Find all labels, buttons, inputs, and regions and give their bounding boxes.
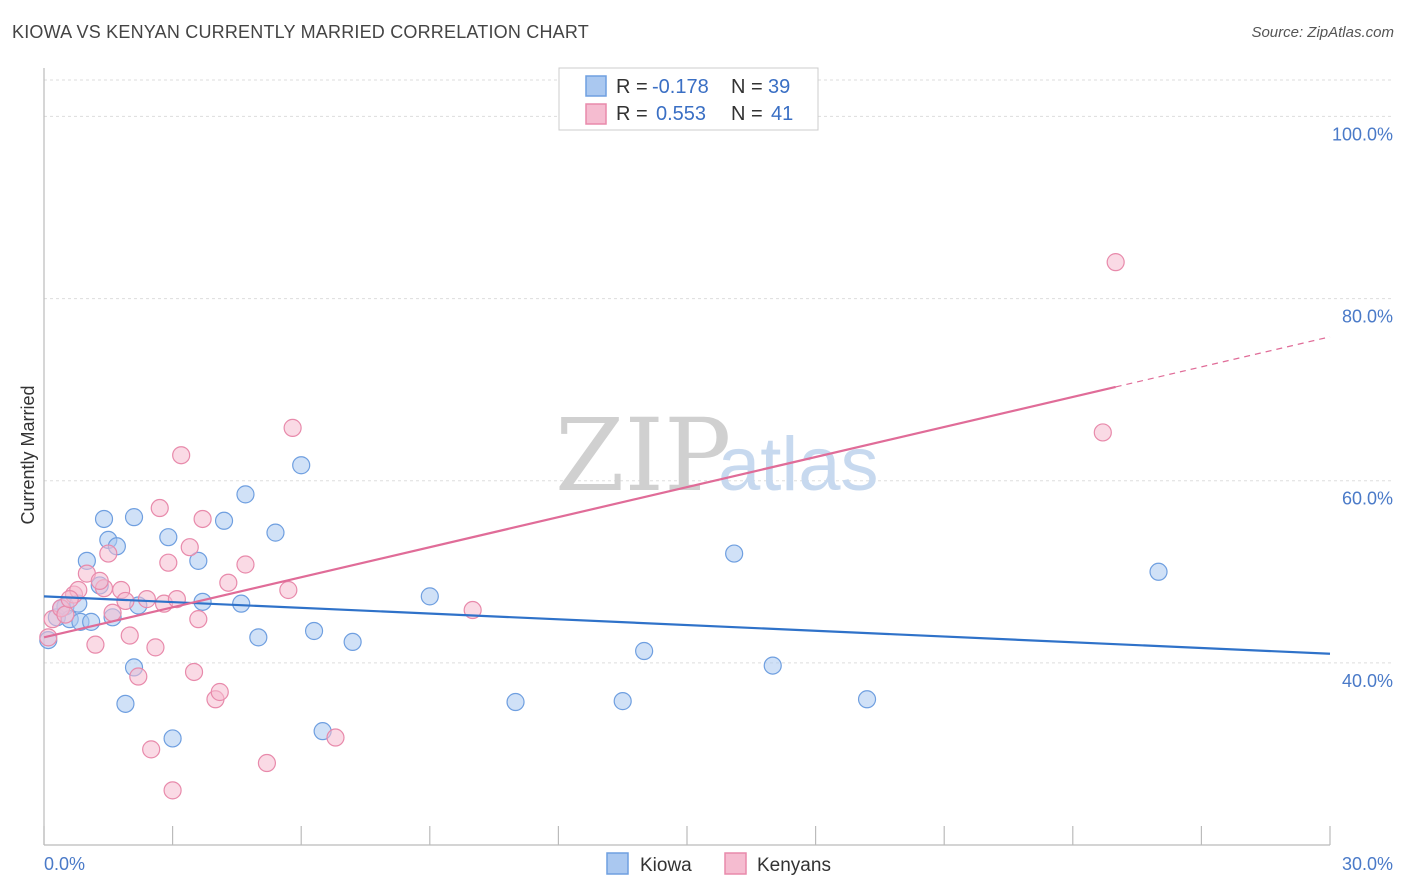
chart-title: KIOWA VS KENYAN CURRENTLY MARRIED CORREL… (12, 22, 589, 42)
source-credit: Source: ZipAtlas.com (1251, 24, 1394, 41)
legend-swatch-kiowa (585, 75, 607, 97)
kiowa-point-24 (292, 456, 311, 475)
kiowa-point-31 (635, 641, 654, 661)
bottom-legend-swatch-kenyans (724, 852, 747, 875)
kiowa-point-16 (159, 528, 178, 547)
legend-r-label-kiowa: R = (616, 76, 648, 98)
kenyan-point-17 (146, 638, 165, 657)
kiowa-point-20 (232, 594, 251, 613)
legend-r-value-kenyans: 0.553 (656, 103, 706, 125)
trend-line-kiowa (43, 595, 1331, 655)
kenyan-point-37 (1093, 423, 1112, 442)
kenyan-point-39 (90, 571, 109, 590)
kenyan-point-26 (189, 610, 208, 629)
kiowa-point-37 (116, 694, 135, 713)
kiowa-point-9 (94, 509, 114, 529)
kenyan-point-3 (56, 605, 75, 624)
kiowa-point-26 (304, 621, 324, 641)
kenyan-point-18 (150, 498, 169, 518)
y-tick-label-0: 40.0% (1342, 671, 1393, 691)
y-tick-label-3: 100.0% (1332, 124, 1393, 144)
kiowa-point-32 (725, 544, 744, 563)
kenyan-point-16 (142, 740, 161, 759)
kenyan-point-32 (257, 753, 277, 773)
kenyan-point-23 (172, 446, 191, 465)
kiowa-point-13 (124, 508, 144, 527)
watermark-atlas: atlas (718, 422, 879, 507)
y-tick-label-1: 60.0% (1342, 489, 1393, 509)
kenyan-point-21 (163, 781, 182, 800)
y-tick-labels: 40.0% 60.0% 80.0% 100.0% (1332, 124, 1393, 690)
legend-swatch-kenyans (585, 103, 607, 125)
kenyan-point-34 (283, 418, 302, 437)
kiowa-point-23 (266, 523, 285, 542)
watermark-zip: ZIP (555, 397, 731, 514)
kiowa-point-21 (236, 485, 255, 504)
kiowa-point-19 (214, 511, 234, 530)
kiowa-point-28 (420, 587, 439, 606)
kenyan-point-7 (86, 635, 105, 654)
legend-r-value-kiowa: -0.178 (652, 76, 709, 98)
x-tick-label-0: 0.0% (44, 854, 85, 874)
kenyan-point-35 (326, 728, 345, 747)
kenyan-point-33 (279, 580, 298, 600)
kiowa-point-17 (189, 551, 208, 570)
kenyan-point-25 (184, 662, 204, 682)
kenyan-point-14 (129, 667, 148, 686)
legend-r-label-kenyans: R = (616, 103, 648, 125)
kiowa-point-22 (249, 628, 268, 647)
kiowa-point-33 (763, 656, 782, 675)
kiowa-point-30 (613, 692, 632, 711)
bottom-legend-label-kiowa: Kiowa (640, 855, 692, 876)
bottom-legend-label-kenyans: Kenyans (757, 855, 831, 876)
y-axis-label: Currently Married (18, 385, 38, 524)
kenyan-point-38 (1106, 253, 1125, 272)
kenyan-point-24 (180, 538, 199, 557)
bottom-legend: Kiowa Kenyans (606, 852, 831, 876)
legend-n-label-kiowa: N = (731, 76, 763, 98)
x-tick-labels: 0.0% 30.0% (44, 854, 1393, 874)
y-tick-label-2: 80.0% (1342, 307, 1393, 327)
axes (43, 68, 1331, 846)
watermark: ZIP atlas (555, 397, 879, 514)
kiowa-point-36 (163, 729, 182, 748)
trend-line-kenyans (43, 385, 1116, 639)
legend-n-label-kenyans: N = (731, 103, 763, 125)
kenyan-point-31 (236, 555, 255, 574)
kiowa-point-27 (343, 632, 362, 652)
kenyan-point-9 (99, 544, 118, 563)
kiowa-point-34 (857, 690, 877, 709)
points-kenyans (39, 253, 1125, 800)
legend-n-value-kiowa: 39 (768, 76, 790, 98)
trend-lines (43, 336, 1331, 655)
kenyan-point-30 (219, 573, 238, 592)
gridlines (44, 79, 1392, 664)
kenyan-point-29 (210, 682, 229, 702)
trend-line-kenyans-extension (1115, 336, 1331, 388)
legend-n-value-kenyans: 41 (771, 103, 793, 125)
bottom-legend-swatch-kiowa (606, 852, 629, 875)
kenyan-point-40 (60, 590, 79, 609)
kenyan-point-27 (193, 509, 212, 529)
kiowa-point-35 (1149, 562, 1168, 581)
kenyan-point-15 (137, 590, 156, 609)
kenyan-point-13 (120, 626, 139, 645)
top-legend: R = -0.178 N = 39 R = 0.553 N = 41 (558, 67, 819, 131)
x-tick-label-1: 30.0% (1342, 854, 1393, 874)
kiowa-point-29 (506, 692, 525, 712)
kenyan-point-20 (159, 553, 178, 572)
